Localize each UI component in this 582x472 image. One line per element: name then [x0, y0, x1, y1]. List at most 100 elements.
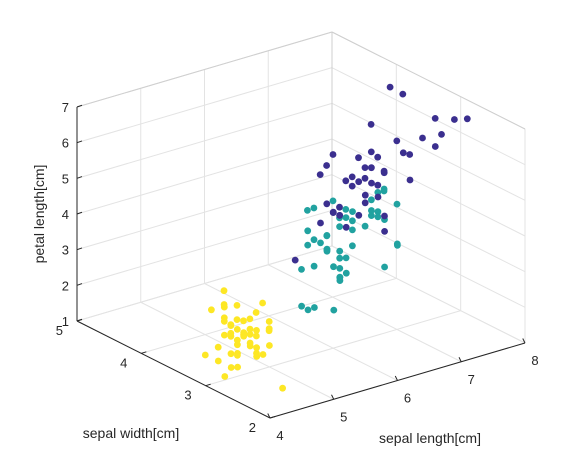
data-point-series-2: [374, 208, 382, 216]
data-point-series-2: [310, 262, 318, 270]
data-point-series-1: [253, 332, 260, 340]
data-point-series-3: [291, 256, 299, 264]
data-point-series-3: [419, 134, 426, 142]
y-tick-mark: [141, 351, 147, 354]
data-point-series-1: [279, 384, 286, 392]
data-point-series-3: [329, 209, 337, 217]
data-point-series-3: [399, 149, 407, 157]
data-point-series-3: [374, 193, 382, 201]
data-point-series-3: [380, 167, 388, 175]
grid-line-x-floor: [268, 264, 462, 363]
data-point-series-3: [438, 131, 445, 138]
data-point-series-1: [221, 331, 228, 339]
data-point-series-3: [348, 173, 356, 181]
z-tick-label: 3: [62, 243, 69, 258]
data-point-series-2: [368, 196, 375, 204]
grid-line-y-floor: [205, 310, 461, 387]
x-tick-mark: [394, 375, 398, 381]
z-tick-label: 2: [62, 278, 69, 293]
data-point-series-2: [317, 239, 324, 247]
data-point-series-3: [361, 174, 369, 182]
data-point-series-2: [342, 269, 350, 277]
data-point-series-3: [336, 212, 344, 219]
data-point-series-3: [323, 162, 330, 169]
y-tick-mark: [269, 416, 276, 419]
data-point-series-3: [355, 178, 363, 186]
z-axis-label: petal length[cm]: [31, 165, 47, 264]
data-point-series-3: [406, 151, 414, 158]
x-tick-label: 5: [340, 409, 347, 424]
z-tick-label: 5: [62, 171, 69, 186]
z-tick-mark: [76, 211, 83, 215]
z-tick-label: 7: [62, 100, 69, 115]
data-point-series-2: [374, 213, 382, 221]
data-points: [201, 83, 471, 392]
data-point-series-3: [361, 164, 369, 172]
data-point-series-2: [342, 254, 350, 262]
data-point-series-1: [253, 344, 260, 352]
x-tick-mark: [458, 357, 462, 362]
data-point-series-1: [266, 342, 273, 349]
z-tick-label: 1: [62, 314, 69, 329]
data-point-series-1: [259, 351, 267, 358]
data-point-series-1: [233, 316, 241, 323]
grid-line-y-floor: [141, 277, 397, 354]
data-point-series-3: [381, 212, 388, 220]
x-tick-label: 4: [276, 428, 283, 443]
data-point-series-2: [298, 302, 305, 310]
data-point-series-3: [368, 179, 375, 187]
data-point-series-2: [336, 274, 344, 281]
data-point-series-3: [323, 200, 331, 208]
grid-line-z-left-wall: [76, 102, 333, 179]
data-point-series-3: [342, 223, 350, 231]
data-point-series-2: [304, 241, 312, 249]
data-point-series-1: [227, 364, 235, 371]
data-point-series-3: [406, 176, 414, 184]
data-point-series-3: [374, 181, 382, 189]
grid-line-z-right-wall: [331, 174, 526, 273]
data-point-series-2: [329, 197, 337, 205]
data-point-series-2: [304, 207, 311, 214]
grid-line-z-right-wall: [331, 67, 526, 166]
data-point-series-2: [361, 222, 369, 230]
data-point-series-3: [367, 148, 375, 156]
data-point-series-1: [253, 327, 260, 334]
x-tick-label: 7: [468, 372, 475, 387]
x-tick-label: 6: [404, 391, 411, 406]
data-point-series-2: [336, 265, 344, 272]
x-tick-label: 8: [531, 353, 538, 368]
data-point-series-3: [431, 115, 439, 122]
data-point-series-1: [240, 329, 248, 336]
y-tick-label: 5: [56, 323, 63, 338]
grid-line-z-right-wall: [331, 102, 526, 201]
data-point-series-2: [342, 206, 350, 213]
data-point-series-2: [349, 217, 356, 225]
y-tick-label: 3: [184, 388, 191, 403]
data-point-series-1: [220, 301, 228, 308]
data-point-series-3: [463, 115, 471, 123]
data-point-series-2: [336, 223, 343, 231]
data-point-series-1: [246, 330, 254, 338]
data-point-series-3: [355, 211, 363, 219]
data-point-series-3: [329, 151, 337, 158]
data-point-series-1: [214, 357, 222, 365]
data-point-series-1: [220, 287, 228, 295]
data-point-series-2: [368, 212, 375, 220]
data-point-series-3: [355, 154, 362, 162]
data-point-series-1: [265, 325, 273, 333]
data-point-series-2: [323, 232, 331, 240]
data-point-series-3: [374, 153, 382, 161]
data-point-series-3: [367, 121, 375, 128]
x-tick-mark: [267, 413, 271, 419]
data-point-series-3: [348, 182, 356, 190]
data-point-series-1: [246, 315, 254, 323]
data-point-series-2: [311, 304, 318, 311]
z-tick-mark: [76, 283, 83, 286]
data-point-series-1: [201, 351, 209, 359]
data-point-series-1: [233, 302, 241, 309]
frame-edge: [331, 31, 526, 130]
z-tick-mark: [76, 247, 83, 251]
data-point-series-2: [310, 204, 318, 212]
